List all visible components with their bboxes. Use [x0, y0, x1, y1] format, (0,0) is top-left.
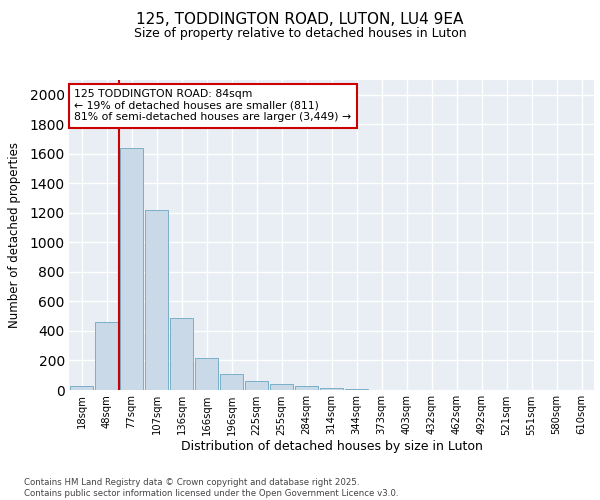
Text: 125, TODDINGTON ROAD, LUTON, LU4 9EA: 125, TODDINGTON ROAD, LUTON, LU4 9EA	[136, 12, 464, 28]
Bar	[270, 384, 293, 390]
Bar	[195, 358, 218, 390]
Bar	[295, 386, 318, 390]
Y-axis label: Number of detached properties: Number of detached properties	[8, 142, 21, 328]
Text: Size of property relative to detached houses in Luton: Size of property relative to detached ho…	[134, 28, 466, 40]
Bar	[170, 318, 193, 390]
Bar	[220, 374, 243, 390]
Bar	[245, 381, 268, 390]
X-axis label: Distribution of detached houses by size in Luton: Distribution of detached houses by size …	[181, 440, 482, 453]
Bar	[320, 388, 343, 390]
Text: Contains HM Land Registry data © Crown copyright and database right 2025.
Contai: Contains HM Land Registry data © Crown c…	[24, 478, 398, 498]
Bar	[120, 148, 143, 390]
Bar	[70, 386, 93, 390]
Bar	[145, 210, 168, 390]
Bar	[95, 322, 118, 390]
Text: 125 TODDINGTON ROAD: 84sqm
← 19% of detached houses are smaller (811)
81% of sem: 125 TODDINGTON ROAD: 84sqm ← 19% of deta…	[74, 90, 352, 122]
